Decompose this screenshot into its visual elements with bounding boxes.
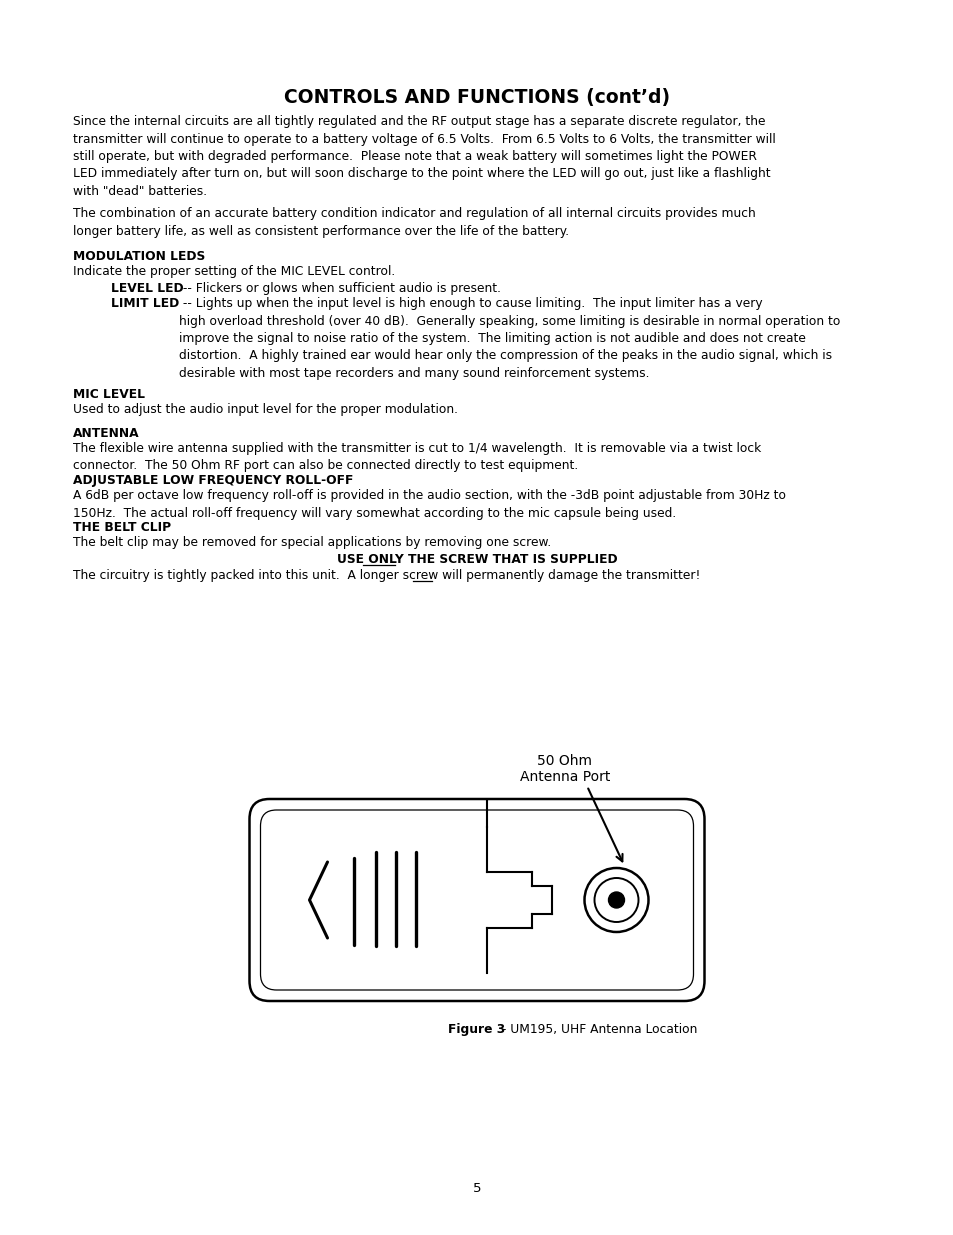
Text: The flexible wire antenna supplied with the transmitter is cut to 1/4 wavelength: The flexible wire antenna supplied with …: [73, 442, 760, 473]
Text: CONTROLS AND FUNCTIONS (cont’d): CONTROLS AND FUNCTIONS (cont’d): [284, 88, 669, 107]
Text: LEVEL LED: LEVEL LED: [111, 282, 183, 295]
Text: 50 Ohm: 50 Ohm: [537, 755, 592, 768]
Text: -- Flickers or glows when sufficient audio is present.: -- Flickers or glows when sufficient aud…: [179, 282, 500, 295]
Text: 5: 5: [473, 1182, 480, 1195]
Text: Since the internal circuits are all tightly regulated and the RF output stage ha: Since the internal circuits are all tigh…: [73, 115, 775, 198]
Text: USE ONLY THE SCREW THAT IS SUPPLIED: USE ONLY THE SCREW THAT IS SUPPLIED: [336, 553, 617, 566]
Circle shape: [594, 878, 638, 923]
Text: THE BELT CLIP: THE BELT CLIP: [73, 521, 171, 534]
Text: Antenna Port: Antenna Port: [519, 769, 610, 784]
Text: Figure 3: Figure 3: [448, 1023, 505, 1036]
Text: LIMIT LED: LIMIT LED: [111, 296, 179, 310]
Text: The belt clip may be removed for special applications by removing one screw.: The belt clip may be removed for special…: [73, 536, 551, 550]
Text: -- Lights up when the input level is high enough to cause limiting.  The input l: -- Lights up when the input level is hig…: [179, 296, 840, 380]
Text: A 6dB per octave low frequency roll-off is provided in the audio section, with t: A 6dB per octave low frequency roll-off …: [73, 489, 785, 520]
Text: - UM195, UHF Antenna Location: - UM195, UHF Antenna Location: [497, 1023, 697, 1036]
Text: MIC LEVEL: MIC LEVEL: [73, 388, 145, 401]
Text: Used to adjust the audio input level for the proper modulation.: Used to adjust the audio input level for…: [73, 403, 457, 416]
Text: ADJUSTABLE LOW FREQUENCY ROLL-OFF: ADJUSTABLE LOW FREQUENCY ROLL-OFF: [73, 474, 353, 487]
Text: The combination of an accurate battery condition indicator and regulation of all: The combination of an accurate battery c…: [73, 207, 755, 237]
Text: MODULATION LEDS: MODULATION LEDS: [73, 249, 205, 263]
FancyBboxPatch shape: [250, 799, 703, 1002]
Circle shape: [608, 892, 624, 908]
Text: ANTENNA: ANTENNA: [73, 427, 139, 440]
Text: Indicate the proper setting of the MIC LEVEL control.: Indicate the proper setting of the MIC L…: [73, 266, 395, 278]
Circle shape: [584, 868, 648, 932]
Text: The circuitry is tightly packed into this unit.  A longer screw will permanently: The circuitry is tightly packed into thi…: [73, 569, 700, 582]
FancyBboxPatch shape: [260, 810, 693, 990]
